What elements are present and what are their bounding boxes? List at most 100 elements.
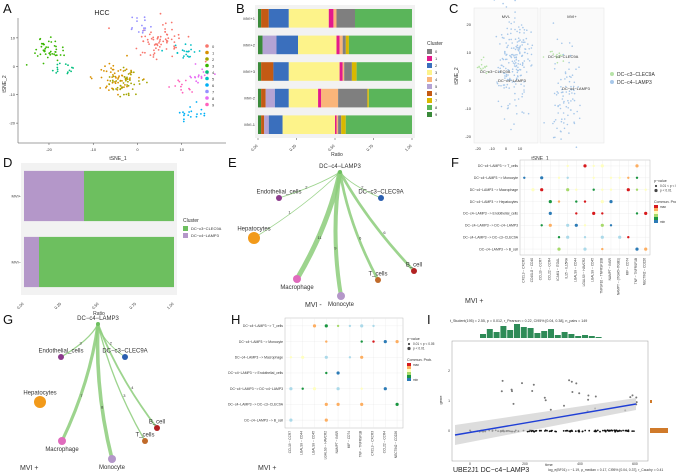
bar-segment-cluster-8 <box>348 35 412 55</box>
point <box>564 78 566 80</box>
panel-f-dots <box>523 164 648 251</box>
point-cluster-1 <box>121 74 123 77</box>
dot <box>336 371 340 375</box>
row-label: DC−c4−LAMP3 −> T_cells <box>243 324 283 328</box>
point-cluster-3 <box>63 54 65 57</box>
point <box>513 65 516 67</box>
dot <box>600 164 604 168</box>
category-label: MVI+1 <box>243 16 255 21</box>
panel-b-axes: 0.00 0.25 0.50 0.75 1.00 <box>250 138 413 152</box>
point <box>506 83 509 86</box>
panel-i: I t_Student(195) = 2.55, p = 0.012, r_Pe… <box>427 312 668 474</box>
point-cluster-3 <box>55 54 58 57</box>
point <box>523 29 526 31</box>
row-label: DC−c4−LAMP3 −> B_cell <box>479 247 518 251</box>
dot <box>540 224 543 227</box>
panel-c-annotation-lamp3-left: DC−c4−LAMP3 <box>498 78 527 83</box>
point-cluster-0 <box>187 35 190 38</box>
point <box>487 71 490 73</box>
point <box>515 45 517 48</box>
node-label: Monocyte <box>328 302 355 308</box>
point <box>518 47 520 49</box>
point <box>497 66 500 69</box>
point-cluster-4 <box>64 63 67 65</box>
point-cluster-1 <box>100 68 103 71</box>
point-cluster-6 <box>187 114 190 116</box>
legend-label-cluster-3: 3 <box>435 70 438 75</box>
point <box>523 91 525 93</box>
point <box>560 78 562 81</box>
point-cluster-1 <box>117 76 120 79</box>
top-hist-bar <box>561 332 568 338</box>
point <box>522 41 525 44</box>
point <box>497 100 500 103</box>
dot <box>644 211 648 215</box>
panel-d-axes: 0.00 0.25 0.50 0.75 1.00 <box>16 301 176 311</box>
point <box>503 118 506 120</box>
point <box>504 77 506 79</box>
point <box>552 22 555 24</box>
point <box>562 91 564 93</box>
dot <box>592 188 595 191</box>
col-label: NECTIN2 − CD226 <box>643 258 647 285</box>
col-label: TNFSF10 − TNFRSF10B <box>599 258 603 294</box>
point <box>524 48 527 50</box>
edge-weight-label: 3 <box>123 393 126 398</box>
bar-segment-cluster-0 <box>344 62 352 81</box>
point <box>567 107 569 109</box>
point <box>559 104 561 106</box>
legend-key-cluster-5 <box>427 84 432 89</box>
dot <box>383 340 387 344</box>
point-cluster-3 <box>49 53 52 56</box>
point <box>511 60 514 63</box>
point <box>578 117 581 120</box>
point-cluster-3 <box>34 52 36 54</box>
top-hist-bar <box>595 337 602 338</box>
point-cluster-3 <box>44 47 47 50</box>
point <box>521 111 523 113</box>
category-label: MVI-2 <box>244 96 255 101</box>
dot <box>627 236 630 239</box>
point <box>510 22 512 25</box>
bar-segment-cluster-8 <box>345 115 412 134</box>
point-cluster-1 <box>138 76 140 79</box>
point-cluster-2 <box>119 95 122 98</box>
x-tick-label: 200 <box>522 462 528 466</box>
dot <box>600 223 604 227</box>
point-cluster-2 <box>127 94 130 97</box>
edge-to-b_cell <box>97 323 158 429</box>
point <box>505 73 508 76</box>
dot <box>618 235 622 239</box>
point <box>573 81 576 84</box>
dot <box>289 387 293 391</box>
point <box>521 95 523 98</box>
point-cluster-4 <box>56 70 59 73</box>
point-cluster-0 <box>165 39 168 42</box>
point-cluster-9 <box>178 80 181 83</box>
point <box>560 138 562 140</box>
point-cluster-4 <box>55 72 58 74</box>
point-cluster-0 <box>148 43 151 45</box>
point <box>554 104 556 107</box>
dot <box>523 176 526 179</box>
col-label: TNF − TNFRSF1B <box>634 258 638 284</box>
legend-key-cluster-8 <box>205 96 209 100</box>
dot <box>336 402 340 406</box>
dot <box>583 236 587 239</box>
panel-b-legend: 0 1 2 3 4 5 6 7 8 9 <box>427 49 438 117</box>
bar-segment-cluster-7 <box>345 35 349 55</box>
x-tick-label: -20 <box>46 147 53 152</box>
node-label: Hepatocytes <box>237 227 270 233</box>
point <box>513 47 515 49</box>
col-label: CD40LG − CD40 <box>530 258 534 282</box>
point-cluster-5 <box>193 51 196 53</box>
point-expr <box>501 379 504 382</box>
row-label: DC−c4−LAMP3 −> Hepatocytes <box>470 200 519 204</box>
point-cluster-0 <box>153 49 155 52</box>
point-zero <box>550 430 553 433</box>
node-dc−c4−lamp3 <box>338 170 342 174</box>
point-cluster-4 <box>56 66 59 69</box>
point-cluster-3 <box>39 53 42 56</box>
point <box>568 68 570 70</box>
dot <box>324 355 328 359</box>
